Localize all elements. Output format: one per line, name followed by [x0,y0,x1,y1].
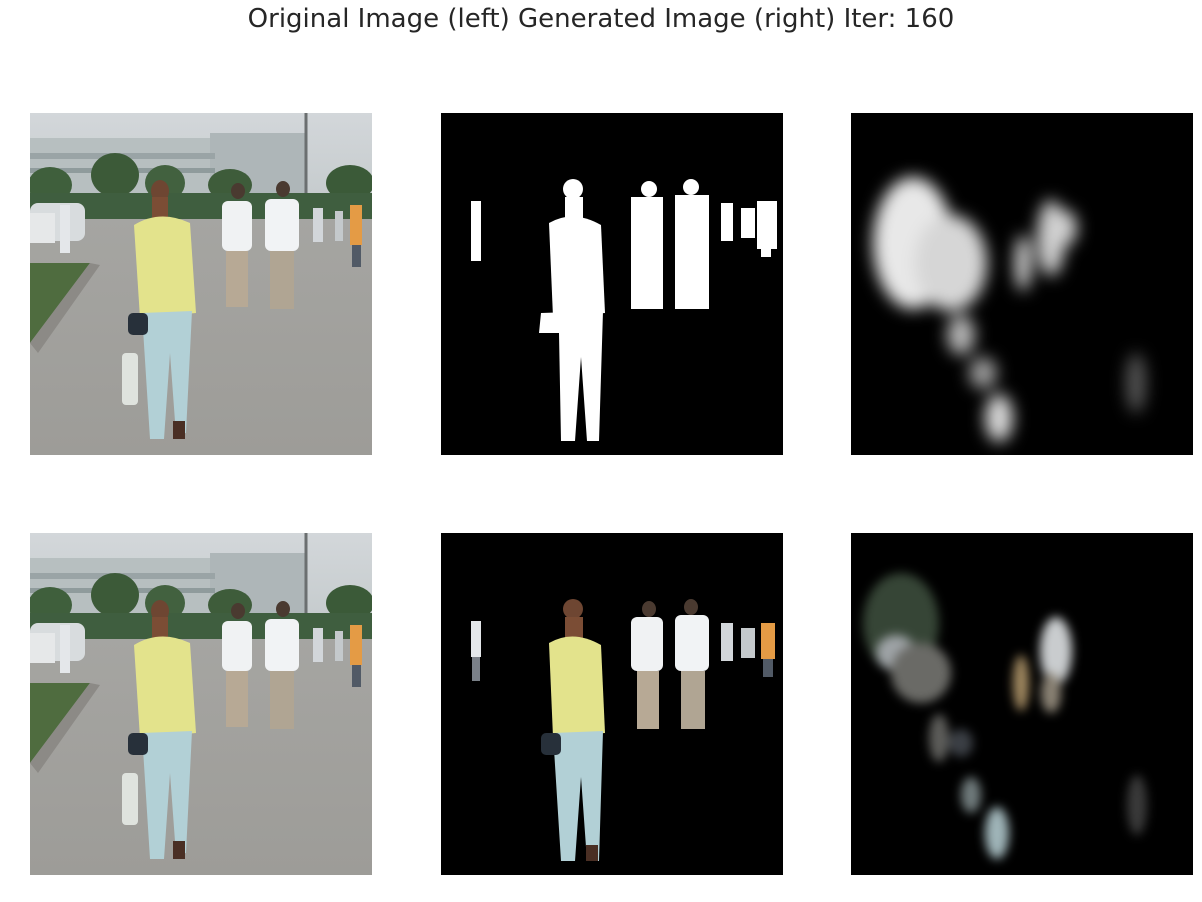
figure-title: Original Image (left) Generated Image (r… [247,4,955,34]
binary-mask-image [441,113,783,455]
generated-masked-photo-panel-bottom-right [851,533,1193,875]
street-photo-image [30,533,372,875]
predicted-mask-image [851,113,1193,455]
predicted-masked-photo-image [851,533,1193,875]
masked-photo-panel-bottom-middle [441,533,783,875]
generated-mask-panel-top-right [851,113,1193,455]
photo-panel-top-left [30,113,372,455]
street-photo-image [30,113,372,455]
mask-panel-top-middle [441,113,783,455]
photo-panel-bottom-left [30,533,372,875]
masked-people-image [441,533,783,875]
